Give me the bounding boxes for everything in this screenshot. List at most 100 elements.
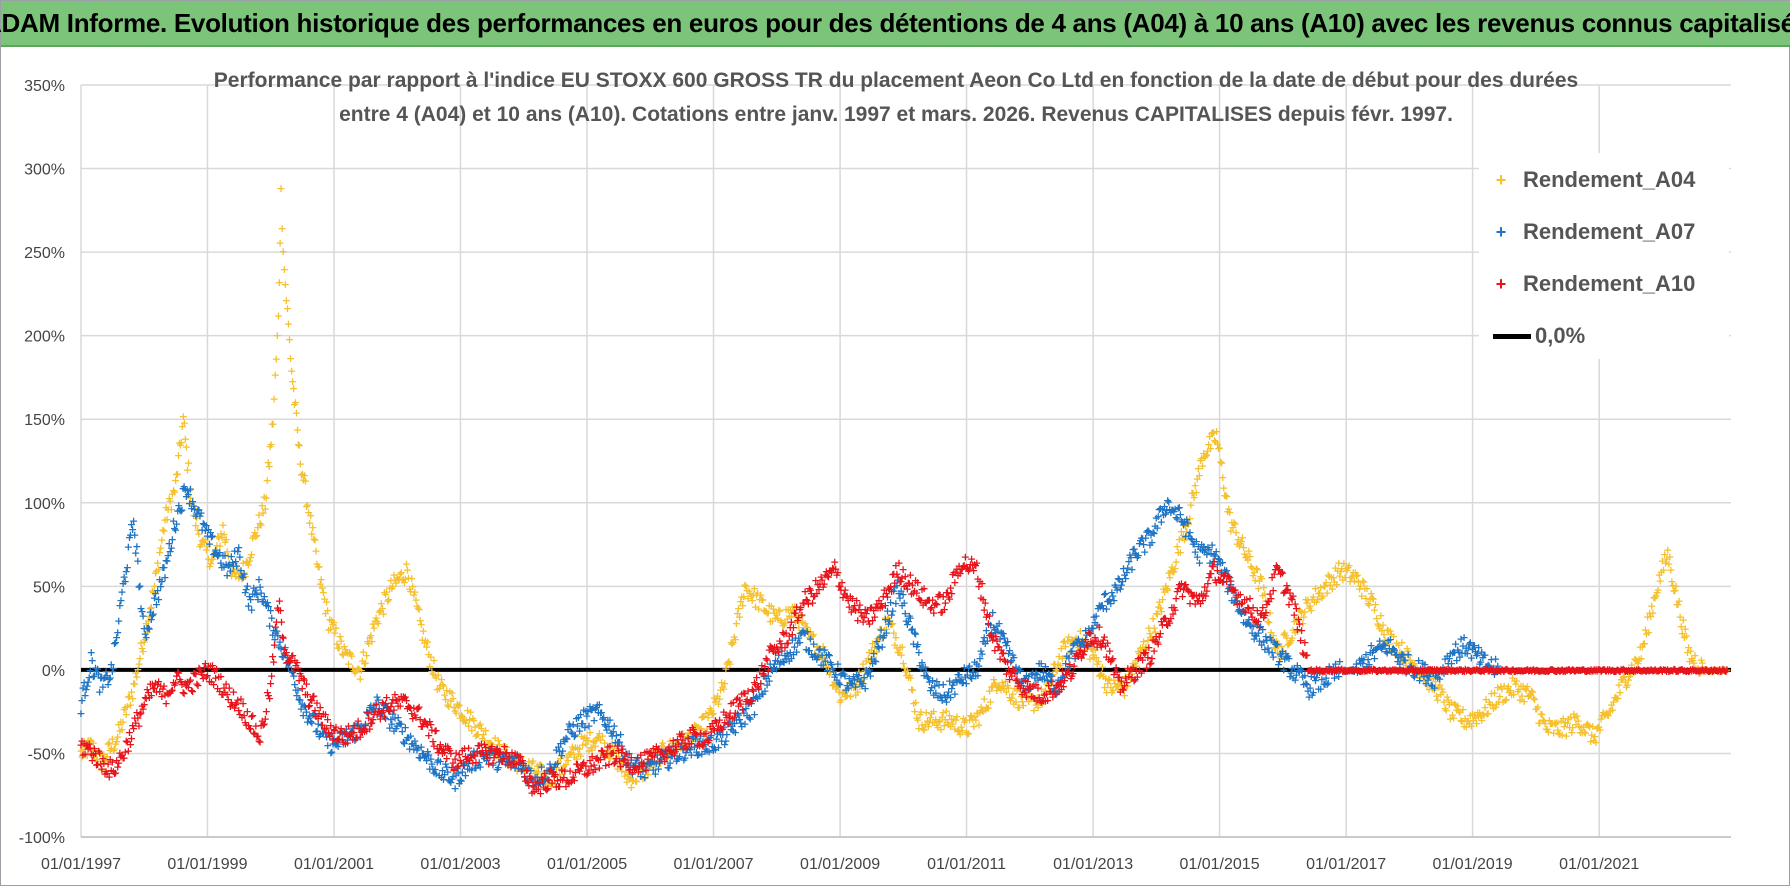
point-a04: + [691,719,700,732]
point-a04: + [430,669,439,682]
point-a04: + [163,513,172,526]
point-a04: + [396,567,405,580]
point-a04: + [653,747,662,760]
legend-item-zero: 0,0% [1479,321,1585,351]
point-a04: + [541,774,550,787]
point-a04: + [283,302,292,315]
point-a04: + [391,576,400,589]
point-a04: + [299,474,308,487]
chart-title-line-1: Performance par rapport à l'indice EU ST… [1,69,1790,93]
point-a10: + [977,577,986,590]
point-a04: + [417,618,426,631]
point-a04: + [443,698,452,711]
point-a04: + [384,593,393,606]
point-a04: + [480,734,489,747]
point-a04: + [800,617,809,630]
point-a04: + [154,563,163,576]
point-a04: + [203,540,212,553]
point-a04: + [697,711,706,724]
point-a04: + [242,555,251,568]
point-a04: + [669,746,678,759]
point-a04: + [126,698,135,711]
point-a04: + [806,625,815,638]
point-a04: + [487,738,496,751]
point-a04: + [586,741,595,754]
point-a04: + [346,647,355,660]
point-a04: + [574,747,583,760]
point-a04: + [804,626,813,639]
point-a04: + [534,765,543,778]
point-a10: + [415,701,424,714]
point-a04: + [442,684,451,697]
point-a04: + [193,524,202,537]
point-a07: + [186,483,195,496]
point-a04: + [772,608,781,621]
point-a04: + [507,753,516,766]
point-a04: + [635,760,644,773]
point-a04: + [296,458,305,471]
point-a04: + [748,594,757,607]
x-axis-ticks: 01/01/1997 01/01/1999 01/01/2001 01/01/2003… [41,856,1639,873]
point-a04: + [143,625,152,638]
point-a04: + [272,353,281,366]
point-a04: + [136,637,145,650]
point-a04: + [835,695,844,708]
point-a04: + [659,740,668,753]
point-a10: + [1297,624,1306,637]
point-a04: + [267,417,276,430]
point-a04: + [370,614,379,627]
point-a07: + [172,517,181,530]
point-a04: + [150,580,159,593]
point-a04: + [908,684,917,697]
point-a04: + [97,764,106,777]
point-a04: + [623,768,632,781]
point-a04: + [328,618,337,631]
point-a04: + [571,741,580,754]
legend-marker-a04: + [1479,170,1523,191]
point-a04: + [735,610,744,623]
point-a04: + [638,772,647,785]
point-a04: + [823,655,832,668]
point-a04: + [538,776,547,789]
point-a04: + [322,596,331,609]
point-a04: + [300,469,309,482]
point-a04: + [706,702,715,715]
point-a04: + [596,733,605,746]
point-a04: + [343,646,352,659]
point-a04: + [114,718,123,731]
x-tick-label: 01/01/2015 [1180,856,1260,873]
point-a04: + [310,534,319,547]
point-a04: + [821,643,830,656]
point-a04: + [583,734,592,747]
point-a04: + [974,719,983,732]
point-a04: + [260,490,269,503]
point-a04: + [427,665,436,678]
point-a04: + [694,721,703,734]
legend-item-a10: + Rendement_A10 [1479,269,1696,299]
point-a04: + [614,750,623,763]
point-a04: + [379,607,388,620]
point-a04: + [498,753,507,766]
point-a04: + [303,498,312,511]
point-a04: + [606,749,615,762]
point-a04: + [743,592,752,605]
point-a04: + [387,582,396,595]
point-a04: + [135,652,144,665]
point-a10: + [1300,636,1309,649]
point-a04: + [698,710,707,723]
x-tick-label: 01/01/2009 [800,856,880,873]
point-a04: + [454,699,463,712]
point-a04: + [533,759,542,772]
point-a04: + [307,528,316,541]
point-a04: + [223,545,232,558]
point-a04: + [589,735,598,748]
point-a04: + [177,436,186,449]
point-a04: + [474,728,483,741]
point-a04: + [585,726,594,739]
point-a07: + [76,707,85,720]
point-a04: + [831,683,840,696]
point-a04: + [751,600,760,613]
point-a04: + [142,617,151,630]
point-a04: + [194,527,203,540]
point-a04: + [656,757,665,770]
